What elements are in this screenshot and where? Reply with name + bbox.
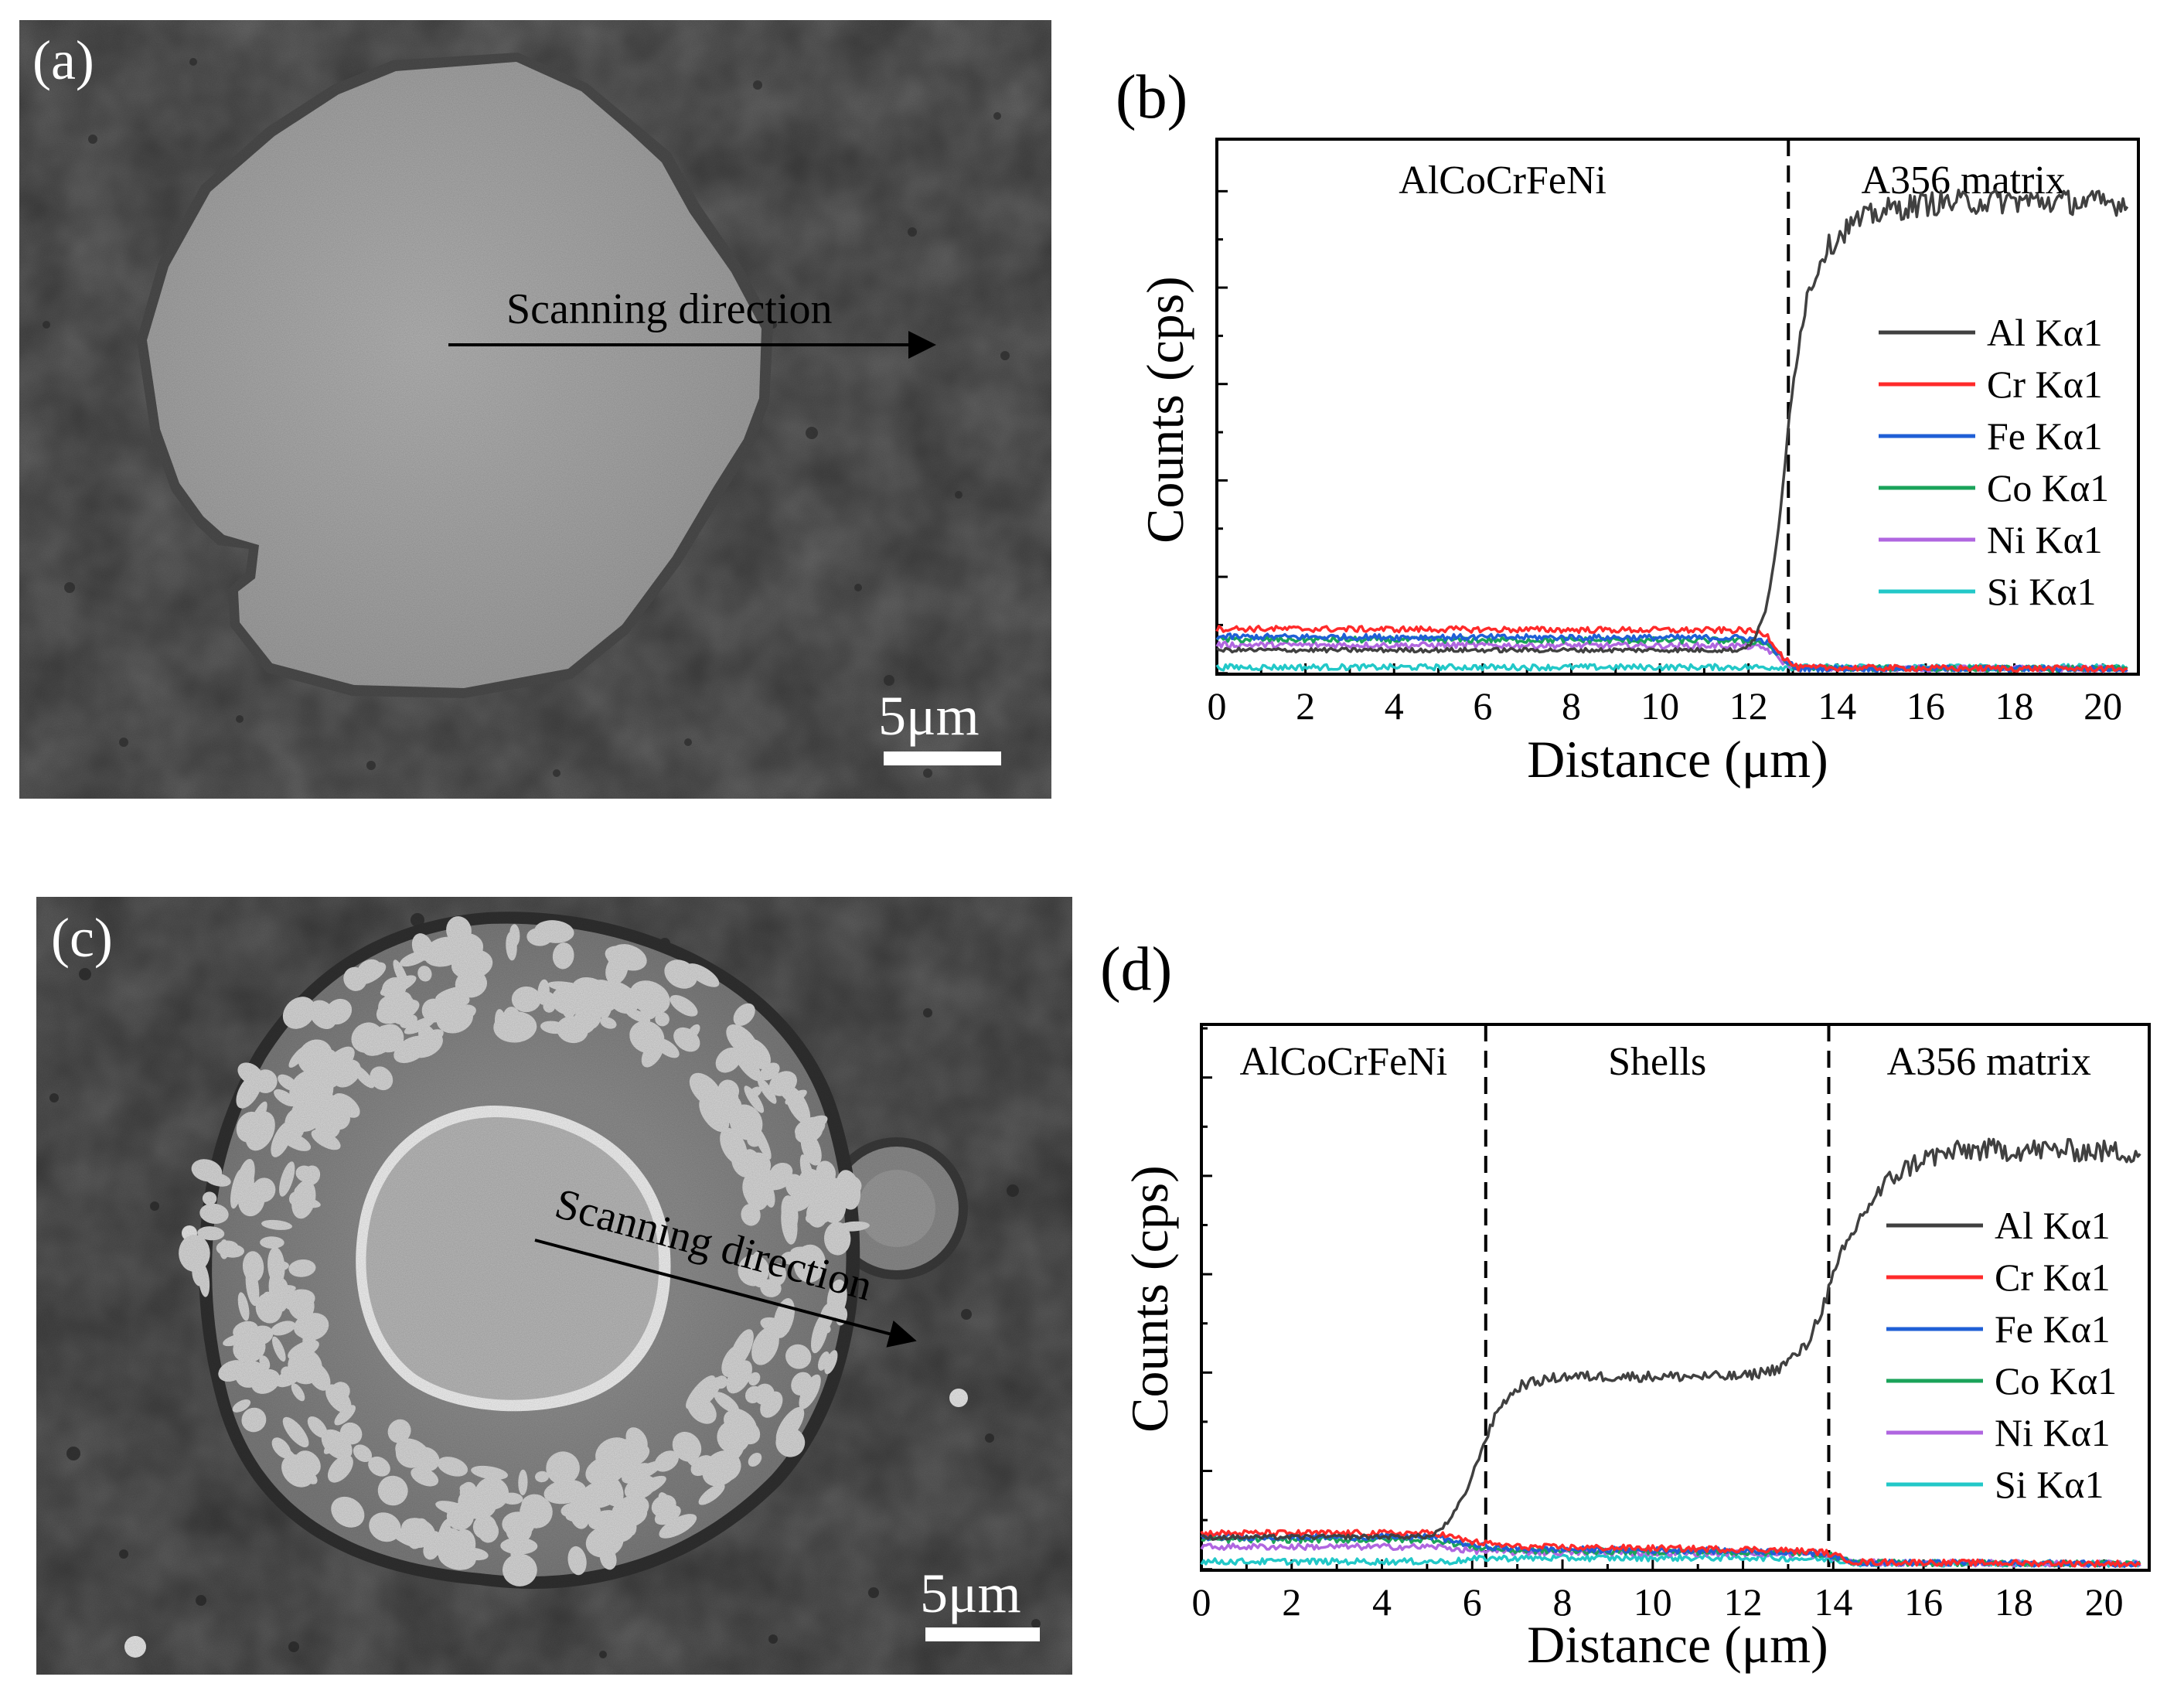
x-tick-label: 6 [1463,1580,1482,1624]
legend-label-al: Al Kα1 [1987,311,2103,354]
legend-label-fe: Fe Kα1 [1995,1307,2111,1351]
x-tick-label: 4 [1385,684,1404,728]
x-tick-label: 10 [1641,684,1679,728]
x-tick-label: 8 [1562,684,1581,728]
series-line-al [1215,188,2129,654]
chart-d-series [1200,1137,2141,1569]
series-line-al [1201,1137,2141,1542]
region-label: A356 matrix [1887,1040,2091,1084]
series-line-cr [1200,1529,2141,1568]
x-tick-label: 12 [1724,1580,1763,1624]
scanning-direction-label-a: Scanning direction [506,285,832,333]
panel-a-label: (a) [32,29,94,91]
legend-label-fe: Fe Kα1 [1987,414,2103,458]
scale-bar-label-c: 5μm [920,1563,1021,1624]
chart-d: (d) 0 2 4 6 8 10 12 14 16 18 20 AlCoCrFeNi Shells A3… [1100,936,2151,1674]
chart-b-panel-label: (b) [1116,63,1187,131]
x-tick-label: 16 [1906,684,1945,728]
chart-b-x-axis-title: Distance (μm) [1527,730,1828,789]
x-tick-label: 8 [1553,1580,1572,1624]
chart-d-regions: AlCoCrFeNi Shells A356 matrix [1240,1024,2091,1570]
chart-d-panel-label: (d) [1100,936,1172,1004]
chart-d-plot-frame [1200,1023,2151,1572]
x-tick-label: 14 [1814,1580,1852,1624]
x-tick-label: 2 [1282,1580,1301,1624]
legend-label-co: Co Kα1 [1995,1359,2117,1402]
x-tick-label: 10 [1634,1580,1672,1624]
legend-label-si: Si Kα1 [1995,1463,2104,1506]
chart-b: (b) 0 2 4 6 8 10 12 14 16 18 20 AlCoCrFeNi A356 mat… [1116,63,2140,789]
chart-b-legend: Al Kα1 Cr Kα1 Fe Kα1 Co Kα1 Ni Kα1 Si Kα1 [1879,311,2109,613]
legend-label-ni: Ni Kα1 [1995,1411,2111,1454]
chart-b-y-axis-title: Counts (cps) [1136,276,1194,544]
chart-b-series [1215,188,2129,673]
panel-c-label: (c) [51,907,113,969]
x-tick-label: 18 [1995,1580,2033,1624]
legend-label-cr: Cr Kα1 [1995,1256,2111,1299]
scale-bar-label-a: 5μm [878,685,980,747]
x-tick-label: 6 [1473,684,1492,728]
x-tick-label: 16 [1904,1580,1943,1624]
sem-image-c-grain [36,897,1072,1675]
chart-d-y-axis-title: Counts (cps) [1120,1165,1179,1433]
x-tick-label: 20 [2083,684,2122,728]
x-tick-label: 2 [1296,684,1315,728]
x-tick-label: 4 [1372,1580,1392,1624]
panel-a: (a) Scanning direction 5μm [19,20,1051,799]
chart-b-plot-frame [1215,138,2140,676]
sem-image-a-grain [19,20,1051,799]
scale-bar-a [884,751,1001,765]
x-tick-label: 20 [2085,1580,2124,1624]
scale-bar-c [925,1627,1040,1641]
region-label: Shells [1608,1040,1706,1084]
legend-label-si: Si Kα1 [1987,570,2097,613]
chart-d-legend: Al Kα1 Cr Kα1 Fe Kα1 Co Kα1 Ni Kα1 Si Kα1 [1886,1204,2117,1506]
x-tick-label: 0 [1192,1580,1211,1624]
region-label: AlCoCrFeNi [1240,1040,1448,1084]
region-label: AlCoCrFeNi [1399,158,1606,203]
series-line-cr [1215,625,2128,673]
chart-d-ticks: 0 2 4 6 8 10 12 14 16 18 20 [1192,1027,2124,1624]
x-tick-label: 0 [1208,684,1227,728]
x-tick-label: 12 [1729,684,1768,728]
x-tick-label: 18 [1995,684,2034,728]
legend-label-cr: Cr Kα1 [1987,363,2103,406]
chart-d-x-axis-title: Distance (μm) [1527,1615,1828,1674]
panel-c: (c) Scanning direction 5μm [36,897,1072,1675]
x-tick-label: 14 [1818,684,1856,728]
scanning-direction-arrow-c [534,1239,917,1348]
legend-label-al: Al Kα1 [1995,1204,2111,1247]
chart-b-regions: AlCoCrFeNi A356 matrix [1399,139,2066,674]
legend-label-co: Co Kα1 [1987,466,2109,510]
legend-label-ni: Ni Kα1 [1987,518,2103,561]
